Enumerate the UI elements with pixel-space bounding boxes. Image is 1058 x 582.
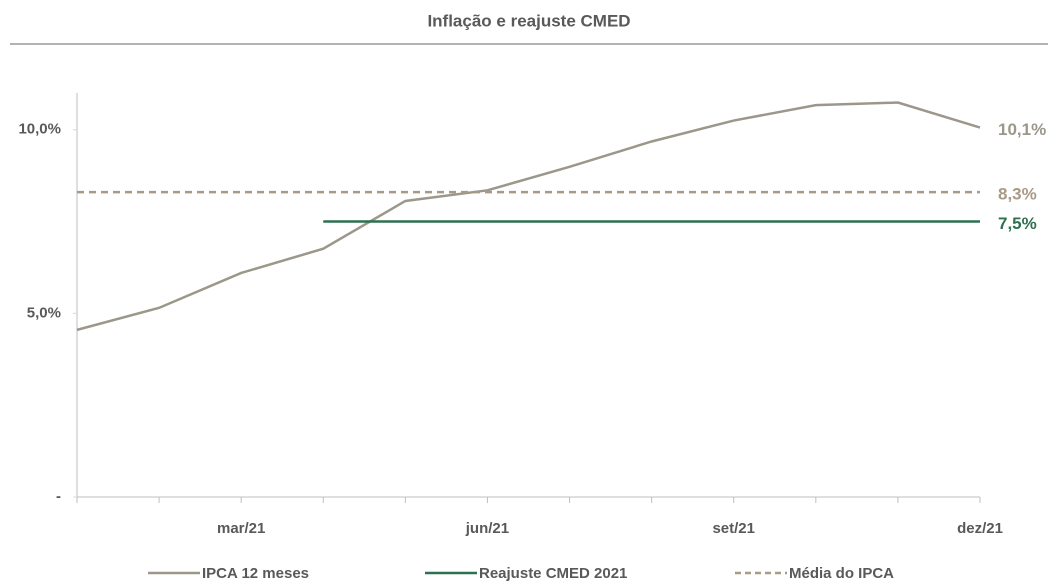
y-tick-label: 5,0% — [27, 304, 61, 321]
series-line — [76, 101, 981, 332]
data-label: 7,5% — [998, 214, 1037, 233]
x-tick-label: jun/21 — [465, 520, 509, 537]
y-tick-label: 10,0% — [18, 121, 61, 138]
y-tick-label: - — [56, 488, 61, 505]
legend-label: Média do IPCA — [789, 565, 894, 582]
x-tick-label: set/21 — [712, 520, 755, 537]
x-tick-label: dez/21 — [957, 520, 1003, 537]
x-tick-label: mar/21 — [217, 520, 265, 537]
legend-label: Reajuste CMED 2021 — [479, 565, 627, 582]
data-label: 8,3% — [998, 185, 1037, 204]
legend-label: IPCA 12 meses — [202, 565, 309, 582]
chart-title: Inflação e reajuste CMED — [427, 11, 630, 30]
data-label: 10,1% — [998, 120, 1046, 139]
